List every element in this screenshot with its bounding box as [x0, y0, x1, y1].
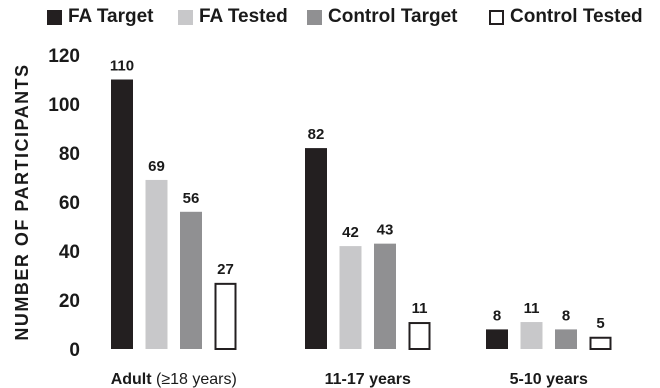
legend-label-control-target: Control Target	[328, 6, 458, 27]
bars	[111, 79, 612, 351]
value-label: 42	[342, 224, 359, 241]
y-axis-label: NUMBER OF PARTICIPANTS	[12, 63, 32, 340]
value-label: 11	[412, 300, 428, 317]
bar-control-tested-11-17-years	[408, 322, 431, 350]
legend-swatch-control-tested	[489, 9, 504, 25]
value-labels: 110 69 56 27 82 42 43 11 8 11 8 5	[110, 58, 605, 332]
bar-fa-tested-adult	[145, 179, 168, 349]
value-label: 43	[377, 222, 394, 239]
x-category-label: 5-10 years	[510, 371, 588, 388]
y-axis-ticks: 0 20 40 60 80 100 120	[48, 46, 80, 361]
bar-fa-tested-11-17-years	[339, 246, 362, 349]
legend-label-control-tested: Control Tested	[510, 6, 643, 27]
x-category-label: 11-17 years	[325, 371, 411, 388]
y-tick-label: 120	[48, 46, 80, 67]
value-label: 5	[596, 315, 604, 332]
x-axis-categories: Adult (≥18 years) 11-17 years 5-10 years	[111, 371, 588, 388]
y-tick-label: 0	[69, 340, 80, 361]
bar-fa-target-adult	[111, 79, 133, 349]
bar-control-target-11-17-years	[374, 243, 396, 349]
value-label: 82	[308, 126, 325, 143]
value-label: 8	[562, 307, 570, 324]
legend-label-fa-tested: FA Tested	[199, 6, 288, 27]
bar-control-tested-5-10-years	[589, 336, 612, 350]
value-label: 27	[217, 261, 234, 278]
legend-swatch-control-target	[307, 9, 322, 25]
legend-swatch-fa-target	[47, 9, 62, 25]
y-tick-label: 80	[59, 144, 80, 165]
y-tick-label: 20	[59, 291, 80, 312]
legend-item-control-target: Control Target	[307, 6, 457, 28]
value-label: 8	[493, 307, 501, 324]
legend-item-fa-target: FA Target	[47, 6, 154, 28]
value-label: 11	[524, 300, 540, 317]
legend-label-fa-target: FA Target	[68, 6, 154, 27]
value-label: 69	[148, 158, 165, 175]
bar-fa-target-5-10-years	[486, 329, 508, 349]
bar-control-target-adult	[180, 211, 202, 349]
value-label: 56	[183, 190, 200, 207]
value-label: 110	[110, 58, 134, 75]
legend-item-fa-tested: FA Tested	[178, 6, 288, 28]
legend: FA Target FA Tested Control Target Contr…	[0, 6, 660, 32]
y-tick-label: 40	[59, 242, 80, 263]
bar-fa-target-11-17-years	[305, 148, 327, 349]
y-tick-label: 100	[48, 95, 80, 116]
y-tick-label: 60	[59, 193, 80, 214]
bar-control-tested-adult	[214, 282, 237, 351]
bar-control-target-5-10-years	[555, 329, 577, 349]
legend-item-control-tested: Control Tested	[489, 6, 643, 28]
x-category-label: Adult (≥18 years)	[111, 371, 237, 388]
legend-swatch-fa-tested	[178, 9, 193, 25]
bar-fa-tested-5-10-years	[520, 322, 543, 349]
